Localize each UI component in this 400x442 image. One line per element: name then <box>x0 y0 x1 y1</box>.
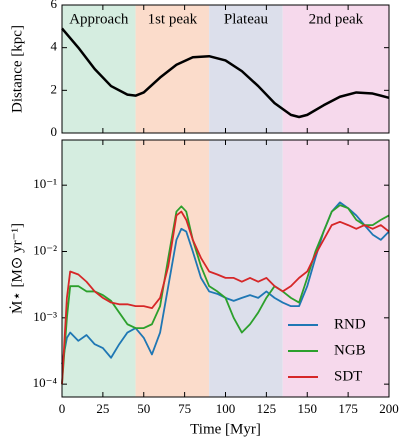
data-line <box>61 27 390 119</box>
x-tick-label: 175 <box>338 401 358 416</box>
x-tick-label: 150 <box>298 401 318 416</box>
region-label: 2nd peak <box>309 11 364 27</box>
region-label: Approach <box>69 11 129 27</box>
region <box>209 5 283 133</box>
region <box>209 140 283 397</box>
y-tick-label: 10⁻¹ <box>33 176 57 191</box>
x-tick-label: 25 <box>96 401 109 416</box>
region-label: Plateau <box>224 11 269 27</box>
x-tick-label: 200 <box>379 401 399 416</box>
region <box>282 5 389 133</box>
x-axis-label: Time [Myr] <box>190 421 261 437</box>
data-line <box>61 210 390 385</box>
y-tick-label: 10⁻⁴ <box>33 375 58 390</box>
region <box>62 140 136 397</box>
legend-label: SDT <box>334 368 362 384</box>
y-axis-label: Distance [kpc] <box>9 25 25 113</box>
plot-frame <box>61 4 390 134</box>
y-tick-label: 10⁻³ <box>33 309 57 324</box>
region <box>135 140 210 397</box>
x-tick-label: 50 <box>137 401 150 416</box>
x-tick-label: 125 <box>257 401 277 416</box>
legend-label: RND <box>334 316 366 332</box>
x-tick-label: 75 <box>178 401 191 416</box>
y-tick-label: 4 <box>51 39 58 54</box>
region <box>282 140 389 397</box>
plot-frame <box>61 139 390 398</box>
y-tick-label: 0 <box>51 124 58 139</box>
x-tick-label: 100 <box>216 401 236 416</box>
x-tick-label: 0 <box>59 401 66 416</box>
legend-label: NGB <box>334 342 366 358</box>
y-tick-label: 10⁻² <box>33 242 57 257</box>
data-line <box>61 204 390 385</box>
y-axis-label: Ṁ⋆ [M⊙ yr⁻¹] <box>9 223 25 314</box>
region-label: 1st peak <box>148 11 198 27</box>
y-tick-label: 6 <box>51 0 58 11</box>
y-tick-label: 2 <box>51 81 58 96</box>
region <box>62 5 136 133</box>
